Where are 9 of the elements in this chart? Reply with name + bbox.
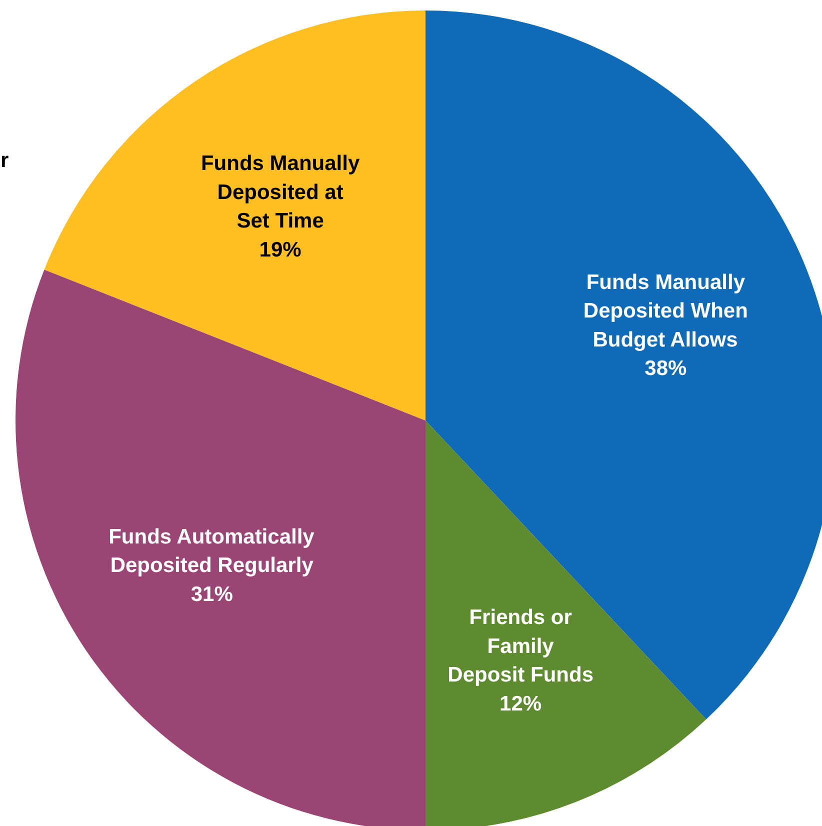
slice-label: Funds Manually Deposited When Budget Allows [583, 270, 748, 352]
text: r [0, 149, 9, 172]
data-label: 12% [500, 692, 542, 716]
data-label: 38% [644, 357, 688, 380]
slice-label: Friends or Family Deposit Funds [448, 606, 594, 687]
slice-label: Funds Manually Deposited at Set Time [200, 152, 360, 233]
data-label: 31% [190, 582, 234, 606]
slice-label: Funds Automatically Deposited Regularly [108, 525, 315, 578]
data-label: 19% [259, 238, 302, 262]
